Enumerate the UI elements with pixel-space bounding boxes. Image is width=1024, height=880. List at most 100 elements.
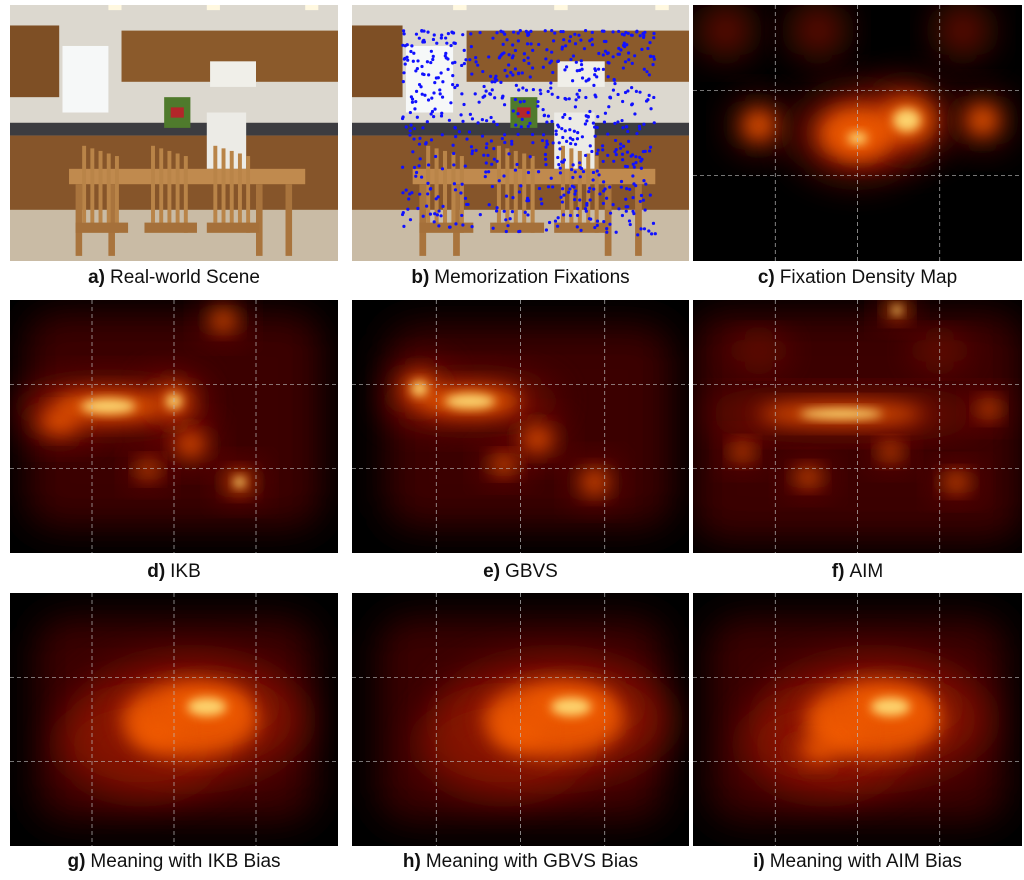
fixation-dot (417, 164, 420, 167)
fixation-dot (523, 59, 526, 62)
panel-letter: h) (403, 851, 421, 872)
fixation-dot (607, 105, 610, 108)
fixation-dot (441, 205, 444, 208)
fixation-dot (430, 50, 433, 53)
fixation-dot (440, 36, 443, 39)
fixation-dot (484, 170, 487, 173)
fixation-dot (505, 75, 508, 78)
fixation-dot (451, 61, 454, 64)
panel-caption-text: Meaning with GBVS Bias (426, 851, 638, 872)
fixation-dot (487, 170, 490, 173)
fixation-dot (602, 220, 605, 223)
fixation-dot (596, 126, 599, 129)
fixation-dot (619, 147, 622, 150)
fixation-dot (432, 91, 435, 94)
fixation-dot (492, 227, 495, 230)
panel-letter: d) (147, 561, 165, 582)
fixation-dot (524, 211, 527, 214)
fixation-dot (433, 212, 436, 215)
fixation-dot (511, 73, 514, 76)
fixation-dot (430, 112, 433, 115)
fixation-dot (592, 122, 595, 125)
fixation-dot (492, 147, 495, 150)
fixation-dot (441, 133, 444, 136)
fixation-dot (492, 120, 495, 123)
fixation-dot (416, 59, 419, 62)
fixation-dot (634, 155, 637, 158)
heat-blob (944, 473, 968, 491)
fixation-dot (521, 118, 524, 121)
chair-slat (238, 153, 242, 230)
panel-letter: c) (758, 267, 775, 288)
chair-slat (82, 146, 86, 223)
heat-blob (893, 109, 921, 132)
heat-blob (492, 455, 516, 473)
fixation-dot (626, 89, 629, 92)
chair-slat (230, 151, 234, 228)
microwave (210, 61, 256, 87)
chair-slat (107, 153, 111, 230)
fixation-dot (639, 159, 642, 162)
fixation-dot (437, 209, 440, 212)
fixation-dot (409, 111, 412, 114)
fixation-dot (562, 213, 565, 216)
fixation-dot (646, 47, 649, 50)
fixation-dot (551, 93, 554, 96)
chair-slat (151, 146, 155, 223)
fixation-dot (592, 188, 595, 191)
fixation-dot (426, 192, 429, 195)
fixation-dot (588, 110, 591, 113)
fixation-dot (620, 186, 623, 189)
fixation-dot (644, 208, 647, 211)
fixation-dot (544, 145, 547, 148)
fixation-dot (437, 195, 440, 198)
fixation-dot (526, 34, 529, 37)
fixation-dot (459, 113, 462, 116)
fixation-dot (521, 71, 524, 74)
fixation-dot (648, 73, 651, 76)
fixation-dot (526, 56, 529, 59)
fixation-dot (432, 55, 435, 58)
fixation-dot (487, 55, 490, 58)
fixation-dot (527, 125, 530, 128)
fixation-dot (421, 93, 424, 96)
fixation-dot (621, 100, 624, 103)
fixation-dot (557, 163, 560, 166)
fixation-dot (624, 60, 627, 63)
fixation-dot (470, 225, 473, 228)
fixation-dot (621, 153, 624, 156)
heat-blob (138, 460, 158, 478)
chair-slat (167, 151, 171, 228)
fixation-dot (573, 130, 576, 133)
fixation-dot (626, 205, 629, 208)
fixation-dot (654, 232, 657, 235)
fixation-dot (569, 58, 572, 61)
fixation-dot (471, 117, 474, 120)
fixation-dot (415, 90, 418, 93)
chair-slat (514, 151, 518, 228)
heat-blob (523, 427, 551, 451)
fixation-dot (507, 152, 510, 155)
fixation-dot (631, 174, 634, 177)
chair-slat (99, 151, 103, 228)
heat-blob (583, 470, 607, 494)
fixation-dot (502, 43, 505, 46)
fixation-dot (411, 97, 414, 100)
fixation-dot (503, 33, 506, 36)
panel-caption-text: Meaning with IKB Bias (90, 851, 280, 872)
fixation-dot (514, 67, 517, 70)
fixation-dot (550, 29, 553, 32)
fixation-dot (409, 218, 412, 221)
fixation-dot (588, 39, 591, 42)
fixation-dot (550, 177, 553, 180)
fixation-dot (644, 182, 647, 185)
fixation-dot (406, 208, 409, 211)
fixation-dot (440, 71, 443, 74)
fixation-dot (559, 196, 562, 199)
fixation-dot (527, 171, 530, 174)
fixation-dot (642, 123, 645, 126)
fixation-dot (575, 61, 578, 64)
fixation-dot (414, 69, 417, 72)
fixation-dot (653, 121, 656, 124)
fixation-dot (518, 190, 521, 193)
